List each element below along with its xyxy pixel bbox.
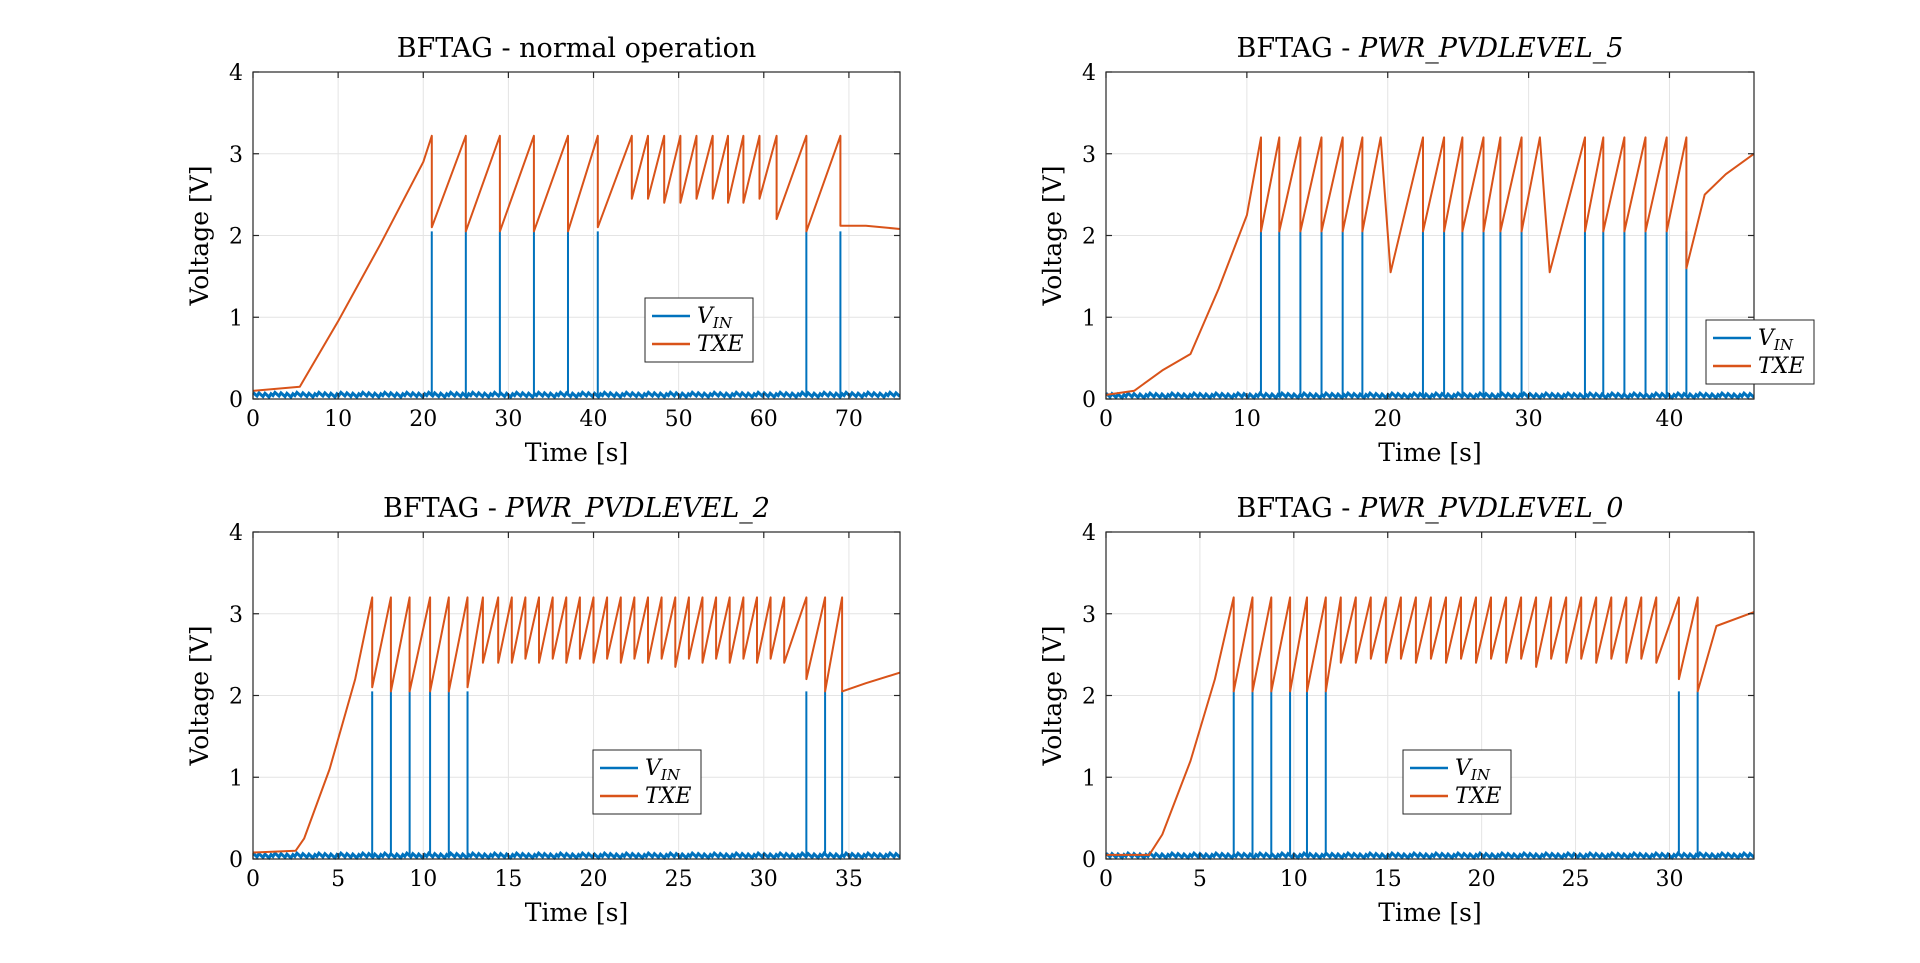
x-axis-label: Time [s] xyxy=(525,438,628,467)
y-tick-label: 1 xyxy=(1082,306,1096,331)
x-tick-label: 20 xyxy=(1468,867,1496,892)
y-axis-label: Voltage [V] xyxy=(185,165,214,306)
y-tick-label: 2 xyxy=(1082,225,1096,250)
x-tick-label: 30 xyxy=(750,867,778,892)
chart-panel-1: 0 10 20 30 40 50 60 70 0 1 2 3 4 Time [s] Voltage [V] B… xyxy=(185,33,901,467)
x-tick-label: 50 xyxy=(665,407,693,432)
x-tick-label: 0 xyxy=(1099,867,1113,892)
legend-label-txe: TXE xyxy=(1455,784,1501,809)
y-tick-label: 3 xyxy=(1082,143,1096,168)
x-tick-label: 0 xyxy=(246,867,260,892)
chart-title: BFTAG - normal operation xyxy=(397,33,757,64)
x-axis-label: Time [s] xyxy=(525,898,628,927)
chart-panel-4: 0 5 10 15 20 25 30 0 1 2 3 4 Time [s] Voltage [V] BFTA… xyxy=(1038,493,1755,927)
series-line-txe xyxy=(253,134,900,392)
series-line-txe xyxy=(1106,596,1754,856)
x-tick-label: 10 xyxy=(1233,407,1261,432)
x-tick-label: 10 xyxy=(1280,867,1308,892)
legend-box xyxy=(592,749,702,815)
y-tick-label: 2 xyxy=(229,685,243,710)
x-tick-label: 20 xyxy=(409,407,437,432)
y-tick-label: 0 xyxy=(1082,848,1096,873)
legend-label-vin: VIN xyxy=(697,304,733,332)
x-tick-label: 10 xyxy=(324,407,352,432)
x-axis-label: Time [s] xyxy=(1378,898,1481,927)
y-tick-label: 4 xyxy=(229,521,243,546)
x-tick-label: 30 xyxy=(494,407,522,432)
x-tick-label: 25 xyxy=(665,867,693,892)
y-tick-label: 4 xyxy=(229,61,243,86)
y-tick-label: 1 xyxy=(229,306,243,331)
chart-panel-2: 0 10 20 30 40 0 1 2 3 4 Time [s] Voltage [V] BFTAG -… xyxy=(1038,33,1815,467)
legend-label-vin: VIN xyxy=(1758,326,1794,354)
y-tick-label: 2 xyxy=(229,225,243,250)
series-line-vin xyxy=(1106,850,1754,861)
legend-box xyxy=(644,297,754,363)
chart-title: BFTAG - PWR_PVDLEVEL_2 xyxy=(383,493,770,524)
y-tick-label: 3 xyxy=(229,603,243,628)
chart-title: BFTAG - PWR_PVDLEVEL_5 xyxy=(1237,33,1624,64)
x-tick-label: 5 xyxy=(331,867,345,892)
legend-label-txe: TXE xyxy=(645,784,691,809)
series-line-txe xyxy=(253,596,900,854)
series-line-vin xyxy=(253,390,900,400)
series-line-txe xyxy=(1106,136,1754,396)
x-tick-label: 0 xyxy=(246,407,260,432)
y-axis-label: Voltage [V] xyxy=(1038,625,1067,766)
chart-panel-3: 0 5 10 15 20 25 30 35 0 1 2 3 4 Time [s] Voltage [V] BF… xyxy=(185,493,901,927)
y-axis-label: Voltage [V] xyxy=(1038,165,1067,306)
x-tick-label: 40 xyxy=(1655,407,1683,432)
y-tick-label: 4 xyxy=(1082,521,1096,546)
x-tick-label: 20 xyxy=(1374,407,1402,432)
legend-box xyxy=(1402,749,1512,815)
x-tick-label: 5 xyxy=(1193,867,1207,892)
legend-label-vin: VIN xyxy=(1455,756,1491,784)
y-tick-label: 1 xyxy=(1082,766,1096,791)
y-tick-label: 3 xyxy=(1082,603,1096,628)
x-axis-label: Time [s] xyxy=(1378,438,1481,467)
y-tick-label: 0 xyxy=(229,388,243,413)
chart-title: BFTAG - PWR_PVDLEVEL_0 xyxy=(1237,493,1624,524)
x-tick-label: 15 xyxy=(494,867,522,892)
x-tick-label: 0 xyxy=(1099,407,1113,432)
y-tick-label: 0 xyxy=(1082,388,1096,413)
x-tick-label: 25 xyxy=(1562,867,1590,892)
series-line-vin xyxy=(253,850,900,861)
y-tick-label: 3 xyxy=(229,143,243,168)
y-tick-label: 1 xyxy=(229,766,243,791)
y-tick-label: 4 xyxy=(1082,61,1096,86)
y-axis-label: Voltage [V] xyxy=(185,625,214,766)
legend-label-txe: TXE xyxy=(697,332,743,357)
legend-box xyxy=(1705,319,1815,385)
legend-label-txe: TXE xyxy=(1758,354,1804,379)
legend-label-vin: VIN xyxy=(645,756,681,784)
y-tick-label: 2 xyxy=(1082,685,1096,710)
x-tick-label: 10 xyxy=(409,867,437,892)
x-tick-label: 40 xyxy=(580,407,608,432)
x-tick-label: 15 xyxy=(1374,867,1402,892)
x-tick-label: 60 xyxy=(750,407,778,432)
x-tick-label: 20 xyxy=(580,867,608,892)
x-tick-label: 70 xyxy=(835,407,863,432)
y-tick-label: 0 xyxy=(229,848,243,873)
x-tick-label: 30 xyxy=(1515,407,1543,432)
x-tick-label: 30 xyxy=(1655,867,1683,892)
x-tick-label: 35 xyxy=(835,867,863,892)
